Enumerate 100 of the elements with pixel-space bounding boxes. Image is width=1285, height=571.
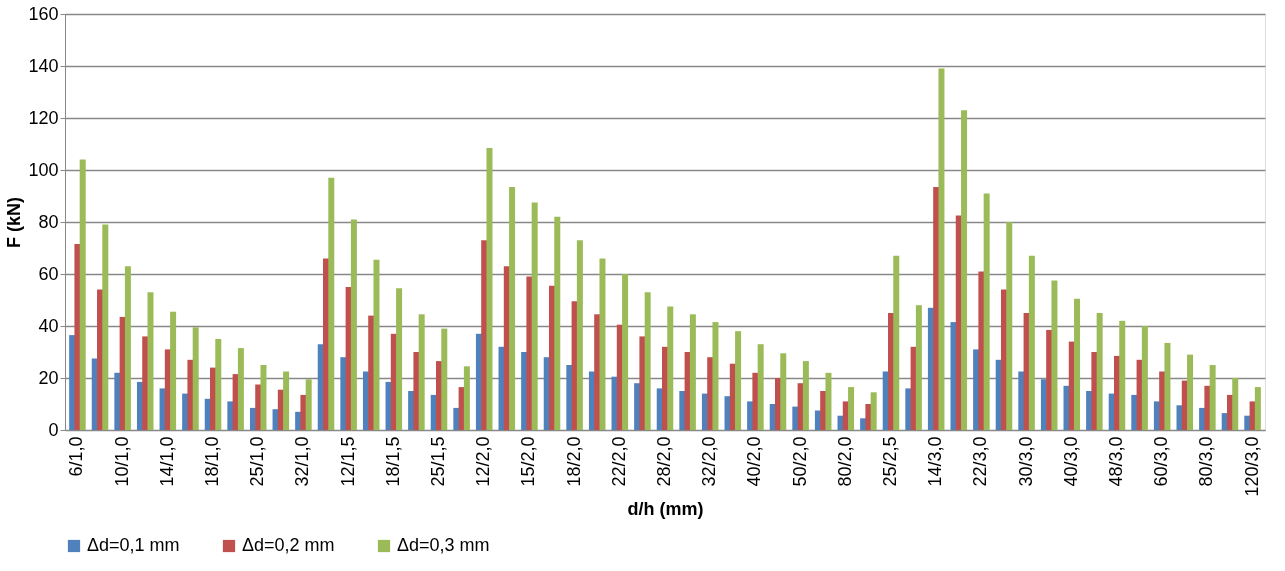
y-tick-label: 20 <box>38 367 59 388</box>
x-tick-label: 48/3,0 <box>1105 436 1126 487</box>
y-tick-label: 140 <box>28 55 59 76</box>
bar <box>792 406 799 430</box>
bar <box>260 365 267 430</box>
legend-label: Δd=0,3 mm <box>397 535 490 555</box>
bar <box>328 177 335 430</box>
bar <box>373 259 380 430</box>
bar <box>124 266 131 430</box>
y-axis-title: F (kN) <box>4 197 25 248</box>
bar <box>74 244 81 430</box>
bar <box>870 392 877 430</box>
bar <box>147 292 154 430</box>
bar <box>644 292 651 430</box>
bar <box>227 401 234 430</box>
bar <box>305 379 312 430</box>
bar <box>639 336 646 430</box>
y-tick-label: 120 <box>28 107 59 128</box>
bar <box>102 224 109 430</box>
x-tick-label: 25/2,5 <box>879 436 900 487</box>
legend-label: Δd=0,2 mm <box>242 535 335 555</box>
bar <box>712 322 719 430</box>
bar <box>780 353 787 430</box>
x-tick-label: 14/3,0 <box>925 436 946 487</box>
bar <box>1131 394 1138 430</box>
y-tick-label: 60 <box>38 263 59 284</box>
bar <box>215 339 222 430</box>
bar <box>1141 326 1148 430</box>
bar <box>463 366 470 430</box>
bar <box>283 371 290 430</box>
bar <box>576 240 583 430</box>
bar <box>1096 313 1103 430</box>
y-tick-label: 80 <box>38 211 59 232</box>
bar <box>1091 352 1098 430</box>
x-tick-label: 60/3,0 <box>1151 436 1172 487</box>
bar <box>735 331 742 430</box>
bar <box>237 348 244 430</box>
bar <box>848 387 855 430</box>
y-tick-label: 0 <box>48 419 59 440</box>
bar <box>396 288 403 430</box>
bar <box>486 147 493 430</box>
x-tick-label: 12/1,5 <box>337 436 358 487</box>
x-tick-label: 30/3,0 <box>1015 436 1036 487</box>
bar <box>79 159 86 430</box>
x-tick-label: 28/2,0 <box>654 436 674 487</box>
x-tick-label: 50/2,0 <box>789 436 810 487</box>
bar <box>418 314 425 430</box>
bar <box>453 407 460 430</box>
bar <box>114 372 121 430</box>
bar <box>1204 385 1211 430</box>
x-tick-label: 25/1,0 <box>247 436 268 487</box>
bar <box>1018 371 1025 430</box>
bar <box>757 344 764 430</box>
bar <box>893 255 900 430</box>
bar <box>825 372 832 430</box>
bar <box>915 305 922 430</box>
bar <box>961 110 968 430</box>
bar <box>905 388 912 430</box>
x-tick-label: 18/1,5 <box>382 436 403 487</box>
x-axis-title: d/h (mm) <box>627 498 704 519</box>
x-tick-label: 18/2,0 <box>563 436 584 487</box>
bar <box>865 404 872 430</box>
bar <box>938 68 945 430</box>
y-tick-label: 40 <box>38 315 59 336</box>
bar <box>679 391 686 430</box>
y-tick-label: 160 <box>28 3 59 24</box>
bar <box>1051 280 1058 430</box>
x-tick-label: 25/1,5 <box>428 436 449 487</box>
x-tick-label: 6/1,0 <box>66 436 87 477</box>
bar <box>1006 222 1013 430</box>
bar <box>566 365 573 430</box>
x-tick-label: 120/3,0 <box>1241 436 1262 497</box>
bar <box>413 352 420 430</box>
bar <box>802 361 809 430</box>
x-tick-label: 18/1,0 <box>202 436 223 487</box>
x-tick-label: 40/3,0 <box>1060 436 1081 487</box>
bar <box>1164 342 1171 430</box>
bar <box>1209 365 1216 430</box>
bar <box>1187 354 1194 430</box>
bar <box>599 258 606 430</box>
bar <box>509 186 516 430</box>
bar <box>187 359 194 430</box>
x-tick-label: 80/3,0 <box>1196 436 1217 487</box>
bar <box>1254 387 1261 430</box>
bar <box>441 328 448 430</box>
x-tick-label: 10/1,0 <box>111 436 132 487</box>
x-tick-label: 32/2,0 <box>699 436 720 487</box>
x-tick-label: 22/3,0 <box>970 436 991 487</box>
bar <box>1074 298 1081 430</box>
x-tick-label: 80/2,0 <box>834 436 855 487</box>
bar <box>1244 415 1251 430</box>
x-tick-label: 22/2,0 <box>608 436 629 487</box>
bar <box>1119 320 1126 430</box>
bar <box>531 202 538 430</box>
bar <box>170 311 177 430</box>
y-tick-label: 100 <box>28 159 59 180</box>
bar <box>340 357 347 430</box>
bar <box>526 276 533 430</box>
x-tick-label: 32/1,0 <box>292 436 313 487</box>
bar <box>1232 378 1239 430</box>
